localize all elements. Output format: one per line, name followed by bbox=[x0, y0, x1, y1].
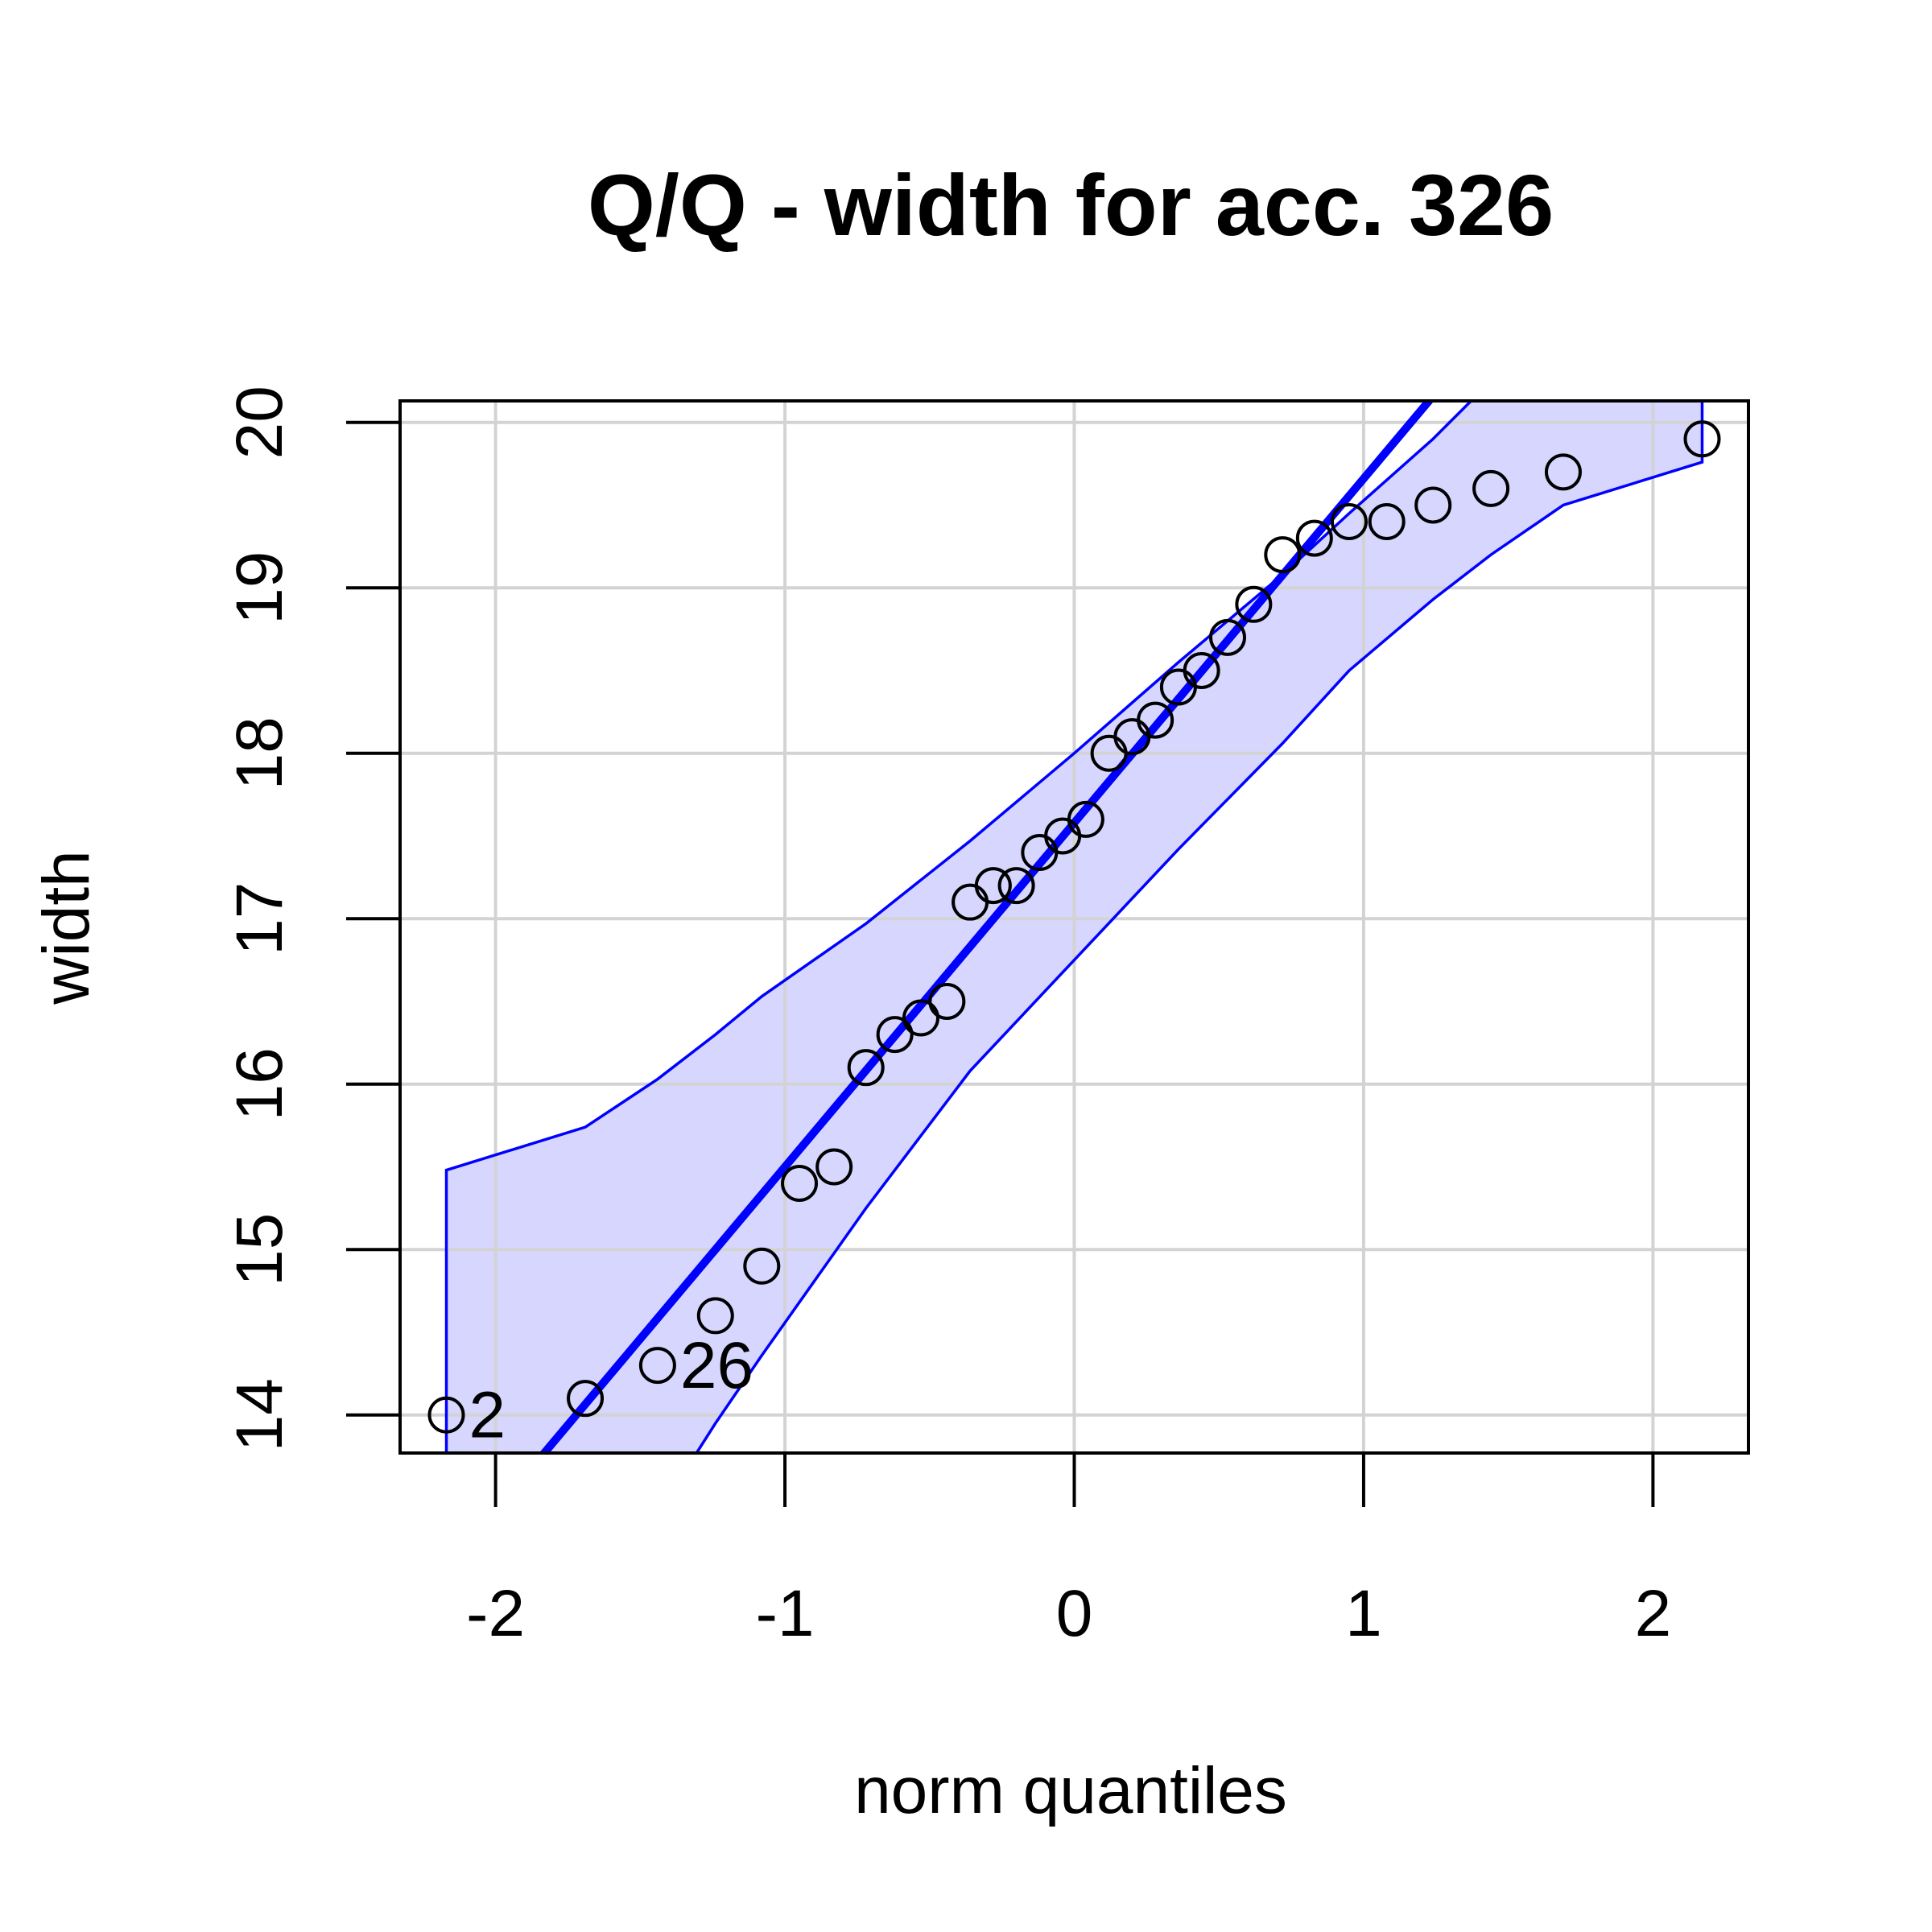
envelope-upper-line bbox=[444, 401, 1473, 1453]
data-point bbox=[815, 1148, 853, 1186]
envelope-lower-line bbox=[695, 401, 1704, 1453]
y-tick-label: 16 bbox=[223, 1047, 296, 1121]
x-tick-label: -2 bbox=[466, 1577, 525, 1650]
chart-title: Q/Q - width for acc. 326 bbox=[588, 156, 1554, 254]
data-point bbox=[427, 1396, 465, 1434]
data-point bbox=[847, 1049, 885, 1087]
y-tick-label: 18 bbox=[223, 716, 296, 790]
y-tick-label: 19 bbox=[223, 551, 296, 625]
data-point bbox=[974, 867, 1012, 905]
data-point bbox=[567, 1380, 605, 1418]
y-tick-label: 15 bbox=[223, 1213, 296, 1286]
x-tick-label: 0 bbox=[1056, 1577, 1093, 1650]
data-point bbox=[638, 1347, 676, 1385]
plot-area: 2 26 -2 -1 0 1 2 14 15 16 17 18 19 20 bbox=[223, 386, 1750, 1650]
data-point bbox=[1472, 469, 1510, 507]
data-point bbox=[696, 1297, 734, 1335]
data-point bbox=[1295, 519, 1333, 557]
x-axis-label: norm quantiles bbox=[854, 1754, 1287, 1827]
data-point bbox=[1235, 585, 1273, 623]
data-point bbox=[1414, 486, 1452, 524]
data-point bbox=[1137, 701, 1174, 739]
y-tick-label: 20 bbox=[223, 386, 296, 459]
x-tick-label: 1 bbox=[1345, 1577, 1382, 1650]
data-point bbox=[997, 867, 1035, 905]
data-point bbox=[1067, 800, 1104, 838]
x-tick-label: -1 bbox=[756, 1577, 815, 1650]
data-point bbox=[1368, 503, 1406, 541]
data-point bbox=[1209, 618, 1247, 656]
data-point bbox=[902, 999, 939, 1037]
data-point bbox=[928, 982, 966, 1020]
data-point bbox=[781, 1165, 819, 1203]
data-point bbox=[1183, 651, 1220, 689]
point-label: 2 bbox=[469, 1379, 506, 1452]
data-point bbox=[1330, 503, 1368, 541]
x-tick-label: 2 bbox=[1635, 1577, 1672, 1650]
data-point bbox=[1264, 536, 1302, 574]
data-point bbox=[743, 1247, 781, 1285]
y-tick-label: 17 bbox=[223, 882, 296, 956]
y-tick-label: 14 bbox=[223, 1378, 296, 1451]
data-point bbox=[1544, 453, 1582, 491]
data-point bbox=[876, 1016, 914, 1054]
point-label: 26 bbox=[680, 1329, 753, 1402]
data-point bbox=[1683, 420, 1721, 458]
plot-inner bbox=[400, 401, 1748, 1453]
y-axis-label: width bbox=[30, 850, 103, 1005]
